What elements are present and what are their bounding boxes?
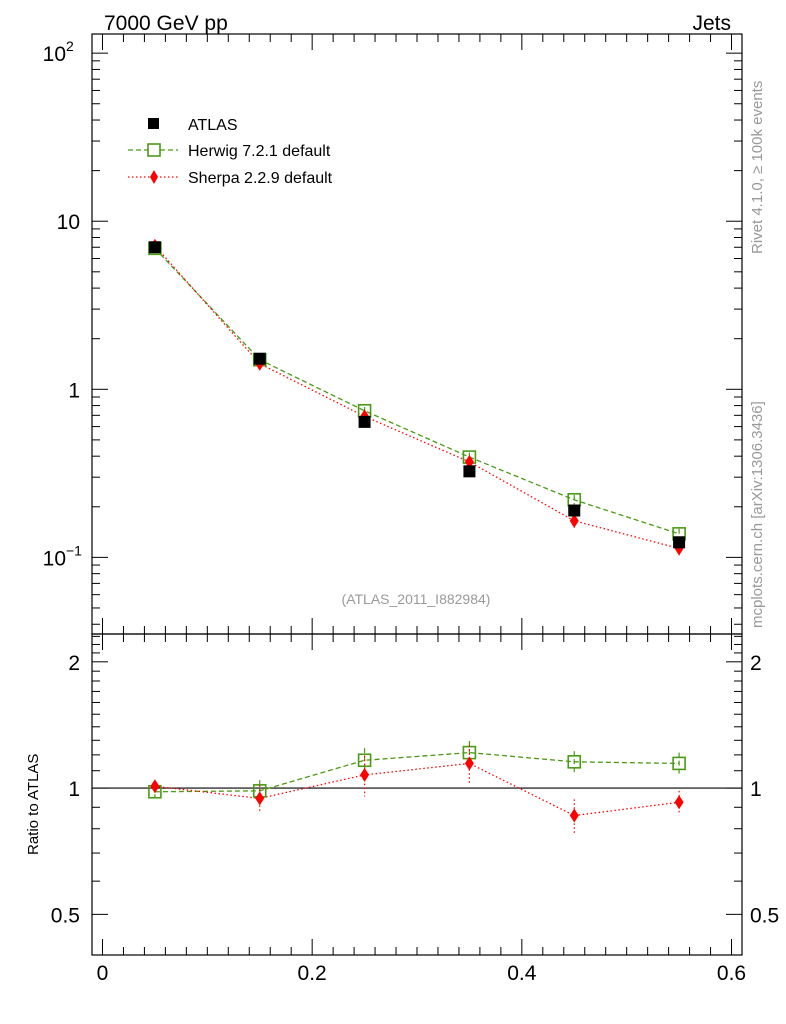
sherpa-ratio-point [464, 756, 474, 771]
analysis-label: (ATLAS_2011_I882984) [342, 591, 491, 607]
main-y-tick-label: 10 [43, 43, 66, 66]
energy-title: 7000 GeV pp [104, 12, 228, 35]
sherpa-point [569, 513, 579, 528]
ratio-y-label: Ratio to ATLAS [25, 754, 42, 855]
legend: ATLAS Herwig 7.2.1 default Sherpa 2.2.9 … [128, 117, 333, 187]
legend-atlas-label: ATLAS [188, 117, 238, 134]
main-y-tick-label-exponent: −1 [66, 542, 82, 558]
legend-herwig-marker [147, 143, 161, 157]
herwig-main-line [154, 247, 680, 535]
sherpa-ratio-point [360, 767, 370, 782]
main-data-layer [148, 238, 686, 556]
atlas-point [148, 241, 161, 254]
ratio-y-tick-label-right: 1 [750, 778, 762, 801]
ratio-y-tick-label-right: 2 [750, 652, 762, 675]
mcplots-label: mcplots.cern.ch [arXiv:1306.3436] [749, 401, 766, 628]
herwig-ratio-point [672, 756, 686, 771]
sherpa-ratio-line [154, 762, 680, 817]
x-tick-label: 0.4 [507, 962, 537, 985]
main-y-tick-label-exponent: 2 [66, 38, 74, 54]
legend-herwig-label: Herwig 7.2.1 default [188, 143, 331, 160]
ratio-data-layer [148, 740, 686, 834]
main-y-tick-label: 1 [68, 379, 80, 402]
ratio-y-tick-label-left: 1 [68, 778, 80, 801]
legend-sherpa-label: Sherpa 2.2.9 default [188, 170, 333, 187]
sherpa-ratio-point [569, 808, 579, 823]
atlas-point [463, 465, 476, 478]
ratio-y-ticks: 0.5 0.5 1 1 2 2 [51, 635, 779, 956]
x-tick-label: 0.2 [298, 962, 327, 985]
jets-title: Jets [692, 12, 731, 35]
main-y-tick-label: 10 [57, 211, 80, 234]
atlas-point [253, 352, 266, 365]
sherpa-ratio-point [674, 795, 684, 810]
herwig-ratio-point [357, 753, 372, 768]
ratio-panel-frame [91, 633, 743, 956]
ratio-y-tick-label-left: 0.5 [51, 904, 80, 927]
sherpa-ratio-point [255, 791, 265, 806]
main-y-tick-label: 10 [43, 547, 66, 570]
x-tick-label: 0.6 [717, 962, 746, 985]
x-axis-ticks: 0 0.2 0.4 0.6 [97, 34, 746, 985]
ratio-y-tick-label-right: 0.5 [750, 904, 779, 927]
atlas-point [358, 415, 371, 428]
rivet-label: Rivet 4.1.0, ≥ 100k events [749, 81, 766, 254]
herwig-ratio-line [154, 751, 680, 793]
legend-sherpa-marker [150, 170, 158, 184]
herwig-ratio-point [567, 755, 582, 769]
atlas-point [568, 504, 581, 517]
x-tick-label: 0 [97, 962, 109, 985]
legend-atlas-marker [148, 118, 159, 129]
atlas-point [673, 536, 686, 549]
sherpa-main-line [154, 245, 680, 550]
ratio-y-tick-label-left: 2 [68, 652, 80, 675]
sherpa-ratio-point [150, 779, 160, 794]
